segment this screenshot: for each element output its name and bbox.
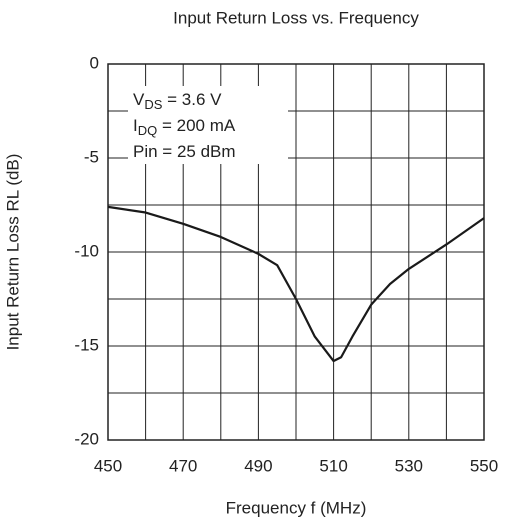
annotation: VDS = 3.6 V: [133, 90, 222, 112]
x-tick-label: 510: [319, 456, 347, 475]
annotation-text: = 200 mA: [157, 116, 236, 135]
annotation-text: = 3.6 V: [162, 90, 222, 109]
y-tick-label: 0: [90, 53, 99, 72]
line: [107, 205, 485, 363]
annotation-box: [128, 86, 288, 164]
y-tick-label: -20: [74, 429, 99, 448]
y-tick-label: -15: [74, 335, 99, 354]
x-tick-label: 450: [94, 456, 122, 475]
y-axis-label: Input Return Loss RL (dB): [3, 154, 22, 351]
annotation-text: I: [133, 116, 138, 135]
annotation-sub: DQ: [138, 123, 158, 138]
x-tick-label: 470: [169, 456, 197, 475]
y-tick-label: -5: [84, 147, 99, 166]
plot-frame: [107, 63, 485, 441]
annotation: IDQ = 200 mA: [133, 116, 236, 138]
chart-title: Input Return Loss vs. Frequency: [173, 8, 419, 27]
annotation-text: V: [133, 90, 145, 109]
annotation: Pin = 25 dBm: [133, 142, 236, 161]
y-tick-label: -10: [74, 241, 99, 260]
annotation-text: Pin = 25 dBm: [133, 142, 236, 161]
x-axis-label: Frequency f (MHz): [226, 498, 367, 517]
x-tick-label: 550: [470, 456, 498, 475]
annotation-sub: DS: [144, 97, 162, 112]
x-tick-label: 490: [244, 456, 272, 475]
x-tick-label: 530: [395, 456, 423, 475]
